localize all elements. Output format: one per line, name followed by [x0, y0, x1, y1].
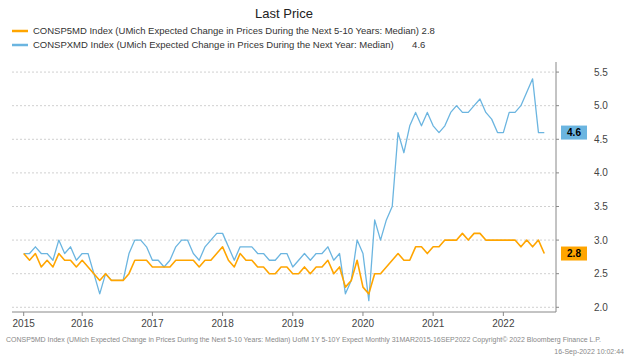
value-box-bg: [561, 247, 587, 261]
x-tick-label: 2021: [422, 318, 445, 329]
x-tick: [433, 312, 434, 316]
grid-line: [12, 307, 556, 308]
legend-swatch: [12, 30, 28, 33]
x-tick-label: 2018: [211, 318, 234, 329]
x-tick: [503, 312, 504, 316]
legend-label: CONSPXMD Index (UMich Expected Change in…: [33, 39, 425, 50]
y-axis-line: [556, 62, 557, 312]
x-axis-line: [12, 312, 556, 313]
grid-line: [12, 206, 556, 207]
value-box-label: 4.6: [567, 127, 581, 138]
chart: Last Price 2.0 2.5 3.0 3.5 4.0 4.5 5.0 5.5 2015 20…: [0, 0, 630, 361]
value-box: 4.6: [561, 126, 587, 140]
legend-label: CONSP5MD Index (UMich Expected Change in…: [33, 25, 435, 36]
y-tick-label: 5.5: [594, 67, 608, 78]
x-tick-label: 2022: [492, 318, 515, 329]
series-line: [24, 233, 545, 293]
y-tick-label: 5.0: [594, 100, 608, 111]
y-tick-label: 2.5: [594, 268, 608, 279]
grid-line: [12, 240, 556, 241]
x-tick: [152, 312, 153, 316]
value-box-label: 2.8: [567, 248, 581, 259]
x-tick: [222, 312, 223, 316]
y-tick-label: 2.0: [594, 302, 608, 313]
x-tick-label: 2019: [282, 318, 305, 329]
title: Last Price: [255, 6, 313, 21]
y-tick-label: 4.0: [594, 167, 608, 178]
footer: CONSP5MD Index (UMich Expected Change in…: [6, 336, 601, 344]
x-tick: [82, 312, 83, 316]
grid-line: [12, 72, 556, 73]
y-tick-label: 3.5: [594, 201, 608, 212]
x-tick-label: 2017: [141, 318, 164, 329]
x-tick-label: 2015: [13, 318, 36, 329]
x-tick-label: 2016: [71, 318, 94, 329]
footer: 16-Sep-2022 10:02:44: [554, 348, 624, 356]
grid-line: [12, 172, 556, 173]
series-line: [24, 79, 545, 301]
x-tick: [292, 312, 293, 316]
y-tick-label: 4.5: [594, 134, 608, 145]
value-box: 2.8: [561, 247, 587, 261]
value-box-bg: [561, 126, 587, 140]
x-tick: [23, 312, 24, 316]
grid: [12, 72, 556, 307]
grid-line: [12, 139, 556, 140]
x-tick: [362, 312, 363, 316]
y-tick-label: 3.0: [594, 235, 608, 246]
lines: [24, 79, 545, 301]
legend-swatch: [12, 44, 28, 47]
x-tick-label: 2020: [352, 318, 375, 329]
legend: CONSP5MD Index (UMich Expected Change in…: [12, 25, 435, 50]
